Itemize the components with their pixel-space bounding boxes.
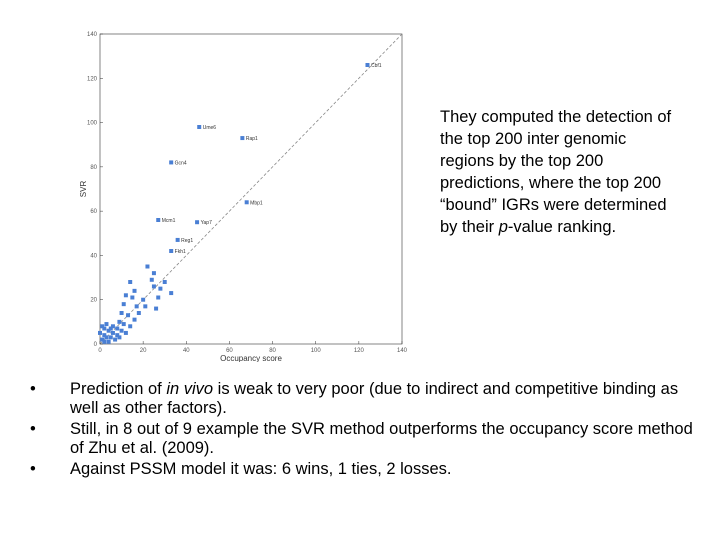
data-point bbox=[108, 335, 113, 340]
bullet-item: • Against PSSM model it was: 6 wins, 1 ti… bbox=[30, 460, 700, 479]
data-point bbox=[141, 297, 146, 302]
data-point bbox=[102, 326, 107, 331]
data-point bbox=[154, 306, 159, 311]
x-tick-label: 100 bbox=[311, 348, 322, 354]
data-point bbox=[132, 288, 137, 293]
data-point bbox=[102, 333, 107, 338]
bullet-item: • Prediction of in vivo is weak to very p… bbox=[30, 380, 700, 418]
data-point bbox=[117, 319, 122, 324]
bullet-list: • Prediction of in vivo is weak to very p… bbox=[30, 380, 700, 481]
side-paragraph: They computed the detection of the top 2… bbox=[440, 106, 680, 238]
data-point-labeled bbox=[240, 136, 245, 141]
data-point-labeled bbox=[169, 160, 174, 165]
x-axis-label: Occupancy score bbox=[220, 354, 282, 362]
bullet-item: • Still, in 8 out of 9 example the SVR me… bbox=[30, 420, 700, 458]
data-point bbox=[102, 339, 107, 344]
x-tick-label: 120 bbox=[354, 348, 365, 354]
y-tick-label: 80 bbox=[90, 165, 97, 171]
point-annotation: Reg1 bbox=[181, 238, 193, 244]
side-text-italic: p bbox=[498, 218, 508, 236]
diagonal-reference-line bbox=[99, 33, 403, 345]
bullet-dot-icon: • bbox=[30, 380, 36, 398]
data-point bbox=[117, 335, 122, 340]
point-annotation: Fkh1 bbox=[175, 249, 186, 255]
data-point bbox=[119, 311, 124, 315]
point-annotation: Yap7 bbox=[201, 220, 213, 226]
y-tick-label: 60 bbox=[90, 209, 97, 215]
bullet-dot-icon: • bbox=[30, 420, 36, 438]
data-point bbox=[110, 330, 115, 335]
data-point bbox=[106, 328, 111, 333]
scatter-chart-svg: 0 20 40 60 80 100 120 140 0 20 40 60 80 100 120 140 Occu… bbox=[79, 32, 408, 362]
data-point bbox=[106, 339, 111, 344]
bullet-dot-icon: • bbox=[30, 460, 36, 478]
data-point bbox=[121, 322, 126, 327]
data-point bbox=[128, 324, 133, 329]
data-point bbox=[115, 333, 120, 338]
bullet-text-pre: Against PSSM model it was: 6 wins, 1 tie… bbox=[70, 460, 452, 478]
data-point-labeled bbox=[365, 63, 370, 67]
data-point bbox=[136, 311, 141, 315]
data-point bbox=[162, 280, 167, 284]
data-point bbox=[158, 286, 163, 291]
data-point bbox=[104, 322, 109, 327]
x-tick-label: 40 bbox=[183, 348, 190, 354]
data-point bbox=[115, 326, 120, 331]
point-annotation: Mbp1 bbox=[250, 200, 263, 206]
data-point bbox=[119, 328, 124, 333]
point-annotation: Gcn4 bbox=[175, 160, 187, 166]
data-point bbox=[149, 277, 154, 282]
data-point bbox=[98, 330, 102, 335]
bullet-text-pre: Still, in 8 out of 9 example the SVR met… bbox=[70, 420, 693, 457]
data-point bbox=[134, 304, 139, 309]
y-tick-label: 0 bbox=[94, 342, 98, 348]
data-point bbox=[156, 295, 161, 300]
data-point bbox=[126, 313, 131, 318]
data-point bbox=[128, 280, 133, 284]
data-point bbox=[151, 284, 156, 289]
y-tick-label: 40 bbox=[90, 253, 97, 259]
data-point bbox=[104, 335, 109, 340]
data-point bbox=[130, 295, 135, 300]
data-point-labeled bbox=[244, 200, 249, 205]
point-annotation: Cbf1 bbox=[371, 63, 382, 69]
data-point-labeled bbox=[156, 218, 161, 222]
side-text-post: -value ranking. bbox=[507, 218, 617, 236]
point-annotation: Mcm1 bbox=[162, 218, 176, 224]
y-tick-label: 20 bbox=[90, 298, 97, 304]
data-point bbox=[100, 324, 105, 329]
x-tick-label: 140 bbox=[397, 348, 408, 354]
data-point-labeled bbox=[197, 125, 202, 129]
data-point bbox=[123, 330, 128, 335]
x-tick-label: 80 bbox=[269, 348, 276, 354]
data-point bbox=[132, 317, 137, 322]
data-point bbox=[110, 324, 115, 329]
data-point bbox=[169, 291, 174, 296]
data-point-labeled bbox=[175, 237, 180, 242]
y-tick-label: 120 bbox=[87, 76, 98, 82]
side-text-pre: They computed the detection of the top 2… bbox=[440, 108, 672, 236]
data-point bbox=[121, 302, 126, 307]
point-annotation: Ume6 bbox=[203, 125, 217, 131]
point-annotation: Rap1 bbox=[246, 136, 258, 142]
data-point bbox=[151, 271, 156, 276]
bullet-text-italic: in vivo bbox=[166, 380, 214, 398]
scatter-chart: 0 20 40 60 80 100 120 140 0 20 40 60 80 100 120 140 Occu… bbox=[78, 26, 414, 362]
y-tick-label: 140 bbox=[87, 32, 98, 38]
bullet-text-post: is weak to very poor (due to indirect an… bbox=[70, 380, 679, 417]
data-point bbox=[113, 337, 118, 342]
bullet-text-pre: Prediction of bbox=[70, 380, 167, 398]
x-tick-label: 60 bbox=[226, 348, 233, 354]
data-point bbox=[145, 264, 150, 269]
y-axis-label: SVR bbox=[79, 181, 88, 198]
y-tick-label: 100 bbox=[87, 121, 98, 127]
x-tick-label: 20 bbox=[140, 348, 147, 354]
data-point bbox=[108, 326, 113, 331]
data-point-labeled bbox=[195, 220, 200, 225]
data-point bbox=[123, 293, 128, 298]
data-point bbox=[100, 337, 105, 342]
data-point-labeled bbox=[169, 249, 174, 253]
x-tick-label: 0 bbox=[98, 348, 102, 354]
data-point bbox=[143, 304, 148, 309]
